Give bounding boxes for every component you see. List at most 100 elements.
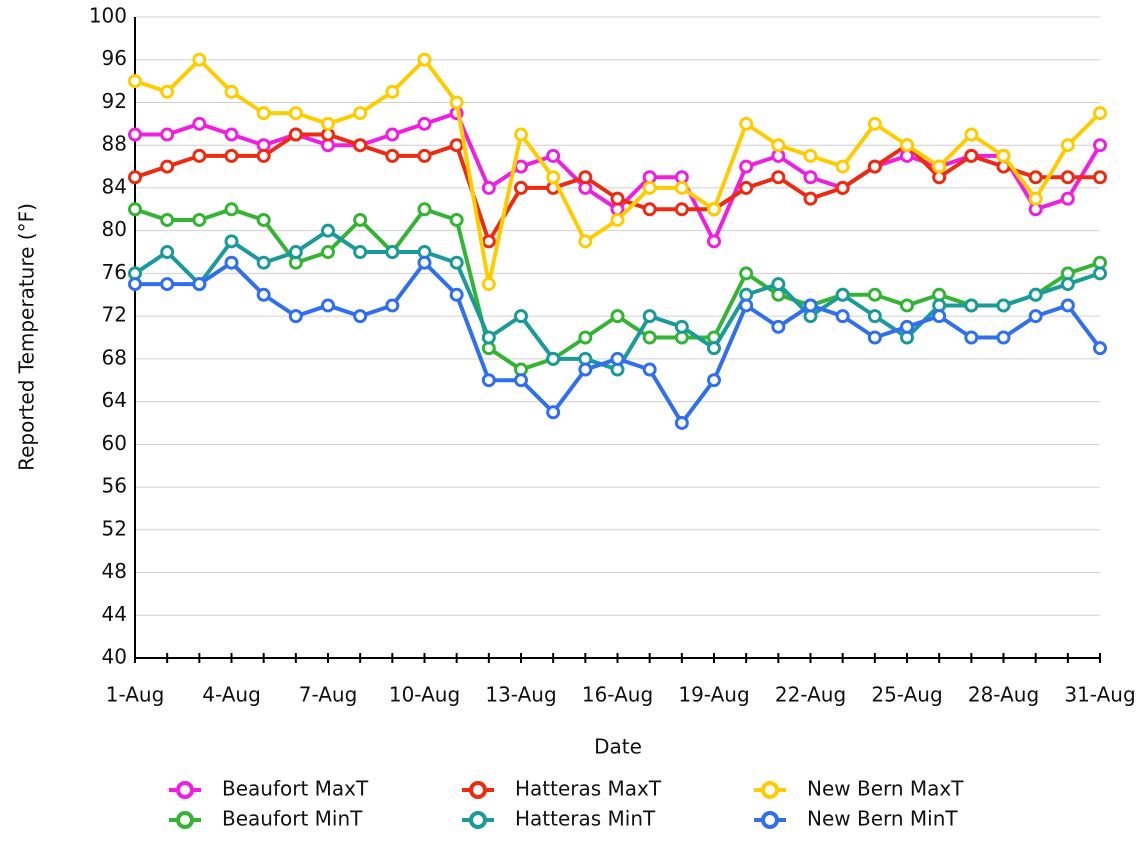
data-point: [449, 95, 464, 110]
data-point: [642, 362, 657, 377]
data-point: [481, 180, 496, 195]
data-point: [449, 138, 464, 153]
data-point: [256, 287, 271, 302]
data-point: [546, 170, 561, 185]
data-point: [417, 255, 432, 270]
x-tick-label: 22-Aug: [775, 683, 846, 707]
data-point: [803, 170, 818, 185]
data-point: [1028, 287, 1043, 302]
data-point: [160, 84, 175, 99]
data-point: [996, 330, 1011, 345]
data-point: [1060, 298, 1075, 313]
data-point: [964, 298, 979, 313]
x-tick-label: 31-Aug: [1064, 683, 1135, 707]
y-tick-label: 92: [102, 89, 127, 113]
data-point: [192, 277, 207, 292]
data-point: [128, 170, 142, 185]
x-tick-label: 13-Aug: [485, 683, 556, 707]
data-point: [256, 106, 271, 121]
data-point: [417, 116, 432, 131]
legend-label: Hatteras MinT: [515, 807, 656, 831]
y-tick-label: 60: [102, 431, 127, 455]
y-tick-label: 48: [102, 559, 127, 583]
data-point: [1060, 138, 1075, 153]
data-point: [674, 415, 689, 430]
data-point: [900, 298, 914, 313]
y-tick-label: 80: [102, 217, 127, 241]
data-point: [385, 245, 400, 260]
legend-marker: [469, 811, 487, 829]
data-point: [964, 330, 979, 345]
data-point: [160, 245, 175, 260]
data-point: [353, 245, 368, 260]
x-tick-label: 10-Aug: [389, 683, 460, 707]
series-line: [135, 260, 1102, 425]
data-point: [835, 159, 850, 174]
data-point: [578, 330, 593, 345]
y-tick-label: 40: [102, 645, 127, 669]
data-point: [192, 148, 207, 163]
data-point: [417, 148, 432, 163]
data-point: [1028, 309, 1043, 324]
data-point: [739, 266, 754, 281]
legend-label: New Bern MinT: [807, 807, 958, 831]
data-point: [1093, 170, 1107, 185]
data-point: [835, 180, 850, 195]
data-point: [578, 234, 593, 249]
data-point: [224, 148, 239, 163]
data-point: [771, 170, 786, 185]
y-tick-label: 96: [102, 46, 127, 70]
data-point: [867, 116, 882, 131]
data-point: [1028, 191, 1043, 206]
y-tick-label: 72: [102, 303, 127, 327]
data-point: [481, 234, 496, 249]
legend-marker: [761, 781, 779, 799]
y-tick-label: 76: [102, 260, 127, 284]
data-point: [707, 202, 721, 217]
data-point: [385, 298, 400, 313]
data-point: [128, 127, 142, 142]
data-point: [1060, 191, 1075, 206]
data-point: [642, 309, 657, 324]
data-point: [674, 180, 689, 195]
data-point: [932, 159, 947, 174]
data-point: [224, 127, 239, 142]
data-point: [996, 148, 1011, 163]
legend-marker: [176, 781, 194, 799]
data-point: [610, 191, 625, 206]
y-tick-label: 88: [102, 132, 127, 156]
data-point: [546, 351, 561, 366]
data-point: [578, 170, 593, 185]
data-point: [514, 373, 528, 388]
data-point: [514, 180, 528, 195]
data-point: [867, 287, 882, 302]
data-point: [642, 202, 657, 217]
x-tick-label: 7-Aug: [299, 683, 358, 707]
data-point: [514, 127, 528, 142]
data-point: [128, 74, 142, 89]
data-point: [321, 298, 335, 313]
data-point: [610, 309, 625, 324]
data-point: [610, 351, 625, 366]
data-point: [417, 202, 432, 217]
data-point: [642, 180, 657, 195]
x-axis-label: Date: [594, 735, 642, 759]
data-point: [385, 148, 400, 163]
data-point: [739, 180, 754, 195]
y-tick-label: 84: [102, 174, 127, 198]
legend-label: Beaufort MinT: [222, 807, 363, 831]
y-tick-label: 100: [89, 4, 127, 28]
data-point: [707, 341, 721, 356]
legend-label: New Bern MaxT: [807, 777, 964, 801]
data-point: [1060, 170, 1075, 185]
x-tick-label: 25-Aug: [871, 683, 942, 707]
data-point: [546, 405, 561, 420]
data-point: [128, 202, 142, 217]
data-point: [1028, 170, 1043, 185]
data-point: [803, 298, 818, 313]
data-point: [256, 255, 271, 270]
data-point: [288, 127, 303, 142]
data-point: [353, 309, 368, 324]
data-point: [160, 212, 175, 227]
